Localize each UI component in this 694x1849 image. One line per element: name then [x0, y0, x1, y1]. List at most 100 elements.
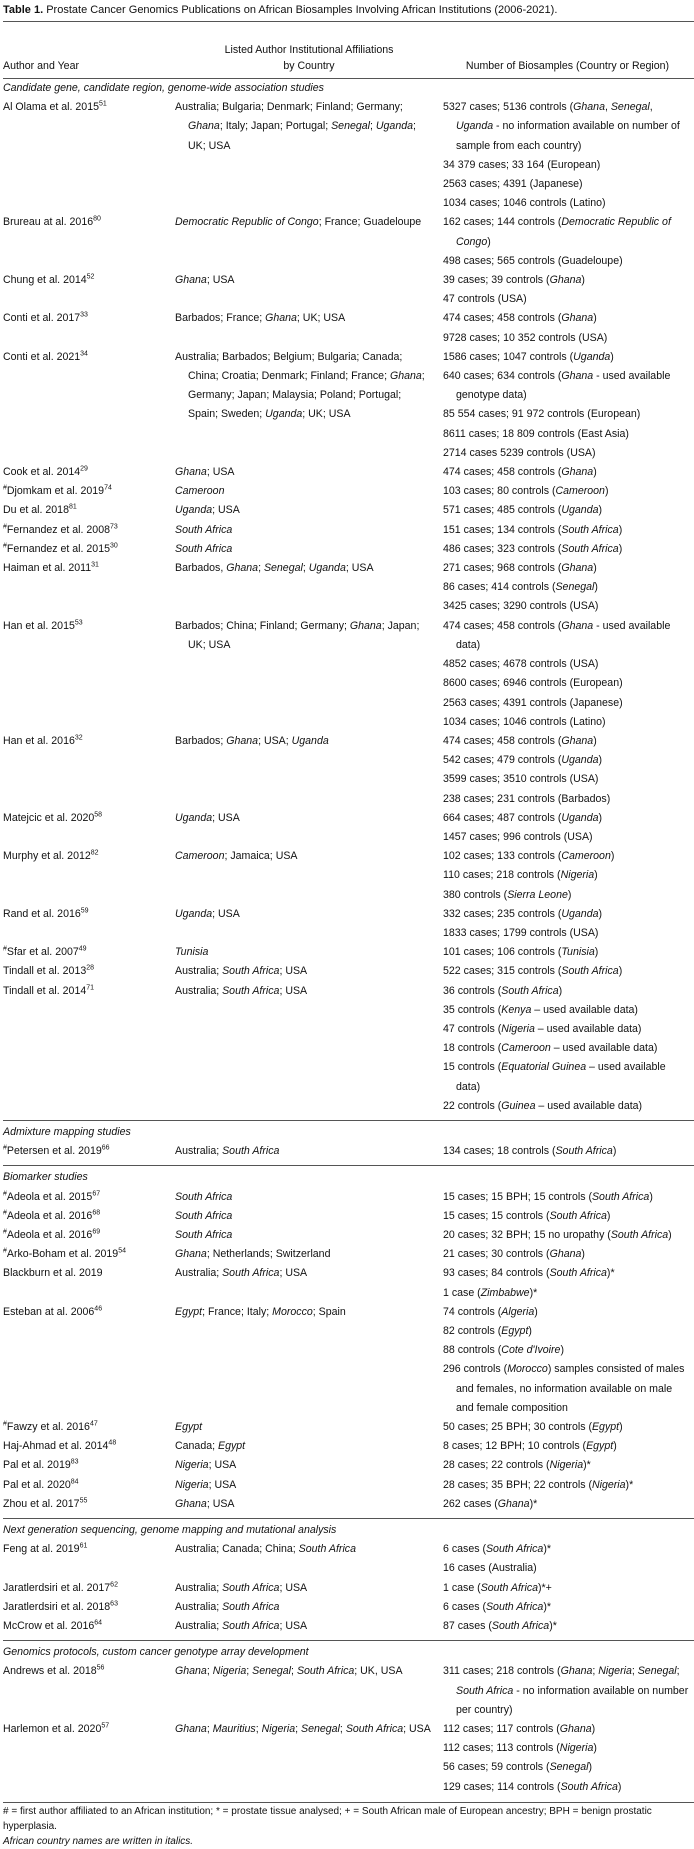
affiliations-cell: Ghana; USA — [175, 274, 235, 287]
table-row: Murphy et al. 201282 Cameroon; Jamaica; U… — [3, 847, 694, 905]
affiliations-cell: Australia; Canada; China; South Africa — [175, 1543, 356, 1556]
table-label: Table 1. — [3, 4, 44, 16]
biosample-entry: 151 cases; 134 controls (South Africa) — [443, 523, 623, 536]
biosample-entry: 39 cases; 39 controls (Ghana) — [443, 274, 585, 287]
table-row: #Petersen et al. 201966 Australia; South … — [3, 1142, 694, 1161]
reference-number: 71 — [86, 984, 95, 992]
reference-number: 51 — [99, 100, 107, 108]
reference-number: 64 — [94, 1619, 103, 1627]
biosamples-cell: 262 cases (Ghana)* — [443, 1495, 694, 1514]
footnote-italics: African country names are written in ita… — [3, 1835, 194, 1847]
section-heading: Genomics protocols, custom cancer genoty… — [3, 1640, 694, 1662]
section-heading: Next generation sequencing, genome mappi… — [3, 1518, 694, 1540]
biosamples-cell: 6 cases (South Africa)* — [443, 1598, 694, 1617]
affiliations-cell: Ghana; Netherlands; Switzerland — [175, 1248, 331, 1261]
biosamples-cell: 50 cases; 25 BPH; 30 controls (Egypt) — [443, 1418, 694, 1437]
biosamples-cell: 93 cases; 84 controls (South Africa)* 1 c… — [443, 1264, 694, 1302]
affiliations-cell: Ghana; Nigeria; Senegal; South Africa; U… — [175, 1665, 403, 1678]
affiliations-cell: Australia; South Africa — [175, 1600, 280, 1613]
biosamples-cell: 39 cases; 39 controls (Ghana) 47 controls… — [443, 271, 694, 309]
table-footnote: # = first author affiliated to an Africa… — [3, 1801, 694, 1849]
biosamples-cell: 36 controls (South Africa) 35 controls (K… — [443, 982, 694, 1116]
header-affiliations-line2: by Country — [283, 60, 335, 72]
biosample-entry: 2563 cases; 4391 controls (Japanese) — [443, 696, 623, 709]
reference-number: 84 — [70, 1478, 79, 1486]
affiliations-cell: Uganda; USA — [175, 811, 240, 824]
affiliations-cell: Egypt — [175, 1421, 203, 1434]
biosample-entry: 16 cases (Australia) — [443, 1562, 537, 1575]
biosamples-cell: 103 cases; 80 controls (Cameroon) — [443, 482, 694, 501]
table-row: Du et al. 201881 Uganda; USA 571 cases; 48… — [3, 501, 694, 520]
table-row: Feng at al. 201961 Australia; Canada; Chi… — [3, 1540, 694, 1578]
first-author-african-marker: # — [3, 1247, 7, 1255]
table-row: Zhou et al. 201755 Ghana; USA 262 cases (G… — [3, 1495, 694, 1514]
biosamples-cell: 134 cases; 18 controls (South Africa) — [443, 1142, 694, 1161]
author-cell: Feng at al. 201961 — [3, 1542, 88, 1556]
reference-number: 32 — [74, 734, 83, 742]
author-cell: #Adeola et al. 201567 — [3, 1190, 101, 1203]
affiliations-cell: Uganda; USA — [175, 907, 240, 920]
table-row: Tindall et al. 201328 Australia; South Af… — [3, 962, 694, 981]
biosample-entry: 35 controls (Kenya – used available data… — [443, 1003, 638, 1016]
affiliations-cell: Barbados; China; Finland; Germany; Ghana… — [175, 619, 420, 651]
biosamples-cell: 6 cases (South Africa)* 16 cases (Austral… — [443, 1540, 694, 1578]
reference-number: 67 — [92, 1190, 101, 1198]
affiliations-cell: Uganda; USA — [175, 504, 240, 517]
first-author-african-marker: # — [3, 484, 7, 492]
author-cell: #Arko-Boham et al. 201954 — [3, 1247, 126, 1261]
affiliations-cell: Democratic Republic of Congo; France; Gu… — [175, 216, 422, 229]
author-cell: #Djomkam et al. 201974 — [3, 484, 112, 498]
table-title: Prostate Cancer Genomics Publications on… — [46, 4, 558, 16]
author-cell: Rand et al. 201659 — [3, 907, 89, 920]
first-author-african-marker: # — [3, 1209, 7, 1217]
affiliations-cell: South Africa — [175, 1190, 233, 1203]
author-cell: #Sfar et al. 200749 — [3, 945, 87, 959]
author-cell: Matejcic et al. 202058 — [3, 811, 103, 824]
header-affiliations-line1: Listed Author Institutional Affiliations — [224, 44, 394, 56]
reference-number: 73 — [109, 523, 118, 531]
biosamples-cell: 571 cases; 485 controls (Uganda) — [443, 501, 694, 520]
affiliations-cell: Australia; South Africa; USA — [175, 1581, 308, 1594]
section-heading: Admixture mapping studies — [3, 1119, 694, 1142]
table-row: #Adeola et al. 201668 South Africa 15 case… — [3, 1207, 694, 1226]
biosample-entry: 47 controls (USA) — [443, 293, 527, 306]
biosamples-cell: 474 cases; 458 controls (Ghana) 542 cases… — [443, 732, 694, 809]
biosamples-cell: 5327 cases; 5136 controls (Ghana, Senega… — [443, 98, 694, 213]
reference-number: 33 — [80, 311, 88, 319]
table-row: Rand et al. 201659 Uganda; USA 332 cases; … — [3, 905, 694, 943]
biosample-entry: 4852 cases; 4678 controls (USA) — [443, 658, 599, 671]
reference-number: 58 — [94, 811, 103, 819]
footnote-legend: # = first author affiliated to an Africa… — [3, 1805, 652, 1832]
affiliations-cell: Canada; Egypt — [175, 1440, 246, 1453]
table-row: #Arko-Boham et al. 201954 Ghana; Netherla… — [3, 1245, 694, 1264]
biosamples-cell: 15 cases; 15 BPH; 15 controls (South Afr… — [443, 1188, 694, 1207]
affiliations-cell: South Africa — [175, 523, 233, 536]
reference-number: 63 — [110, 1600, 118, 1608]
biosample-entry: 86 cases; 414 controls (Senegal) — [443, 581, 598, 594]
table-row: #Sfar et al. 200749 Tunisia 101 cases; 106… — [3, 943, 694, 962]
first-author-african-marker: # — [3, 523, 7, 531]
table-row: #Adeola et al. 201567 South Africa 15 case… — [3, 1188, 694, 1207]
reference-number: 54 — [118, 1247, 126, 1255]
table-row: Chung et al. 201452 Ghana; USA 39 cases; 3… — [3, 271, 694, 309]
table-row: McCrow et al. 201664 Australia; South Afr… — [3, 1617, 694, 1636]
table-row: Han et al. 201553 Barbados; China; Finlan… — [3, 617, 694, 732]
reference-number: 53 — [74, 619, 83, 627]
affiliations-cell: Barbados; Ghana; USA; Uganda — [175, 734, 329, 747]
affiliations-cell: Cameroon; Jamaica; USA — [175, 850, 298, 863]
header-author: Author and Year — [3, 60, 79, 72]
reference-number: 62 — [110, 1581, 118, 1589]
table-row: Tindall et al. 201471 Australia; South Af… — [3, 982, 694, 1116]
header-samples: Number of Biosamples (Country or Region) — [465, 60, 670, 72]
reference-number: 56 — [96, 1664, 105, 1672]
biosamples-cell: 15 cases; 15 controls (South Africa) — [443, 1207, 694, 1226]
author-cell: Haj-Ahmad et al. 201448 — [3, 1439, 117, 1453]
biosample-entry: 8600 cases; 6946 controls (European) — [443, 677, 623, 690]
reference-number: 30 — [109, 542, 118, 550]
biosamples-cell: 102 cases; 133 controls (Cameroon) 110 ca… — [443, 847, 694, 905]
table-row: Matejcic et al. 202058 Uganda; USA 664 cas… — [3, 809, 694, 847]
affiliations-cell: Barbados, Ghana; Senegal; Uganda; USA — [175, 562, 374, 575]
biosample-entry: 47 controls (Nigeria – used available da… — [443, 1022, 642, 1035]
biosamples-cell: 474 cases; 458 controls (Ghana) 9728 case… — [443, 309, 694, 347]
affiliations-cell: Australia; Bulgaria; Denmark; Finland; G… — [175, 101, 416, 152]
